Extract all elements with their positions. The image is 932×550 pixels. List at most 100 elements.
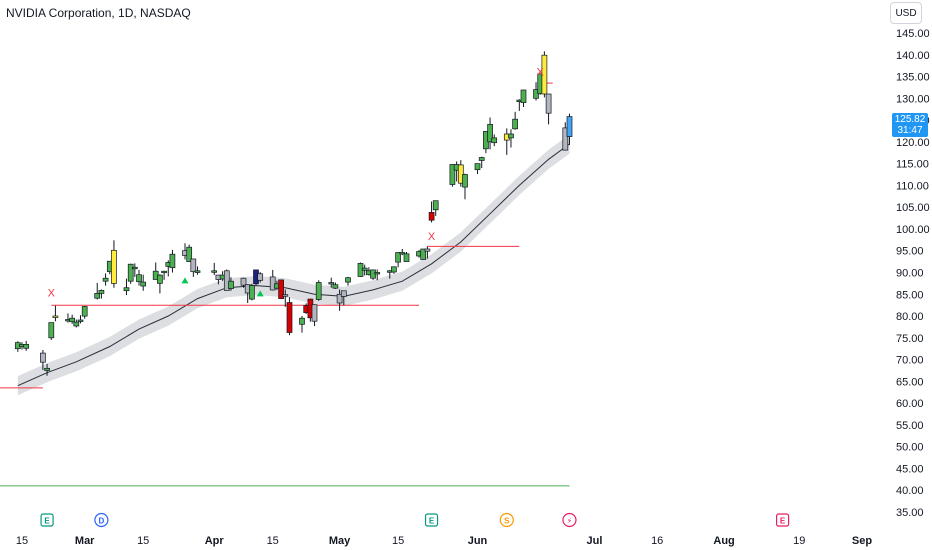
candle	[508, 129, 514, 148]
candle	[161, 270, 167, 280]
candle-body	[403, 253, 410, 262]
candle	[73, 319, 80, 328]
candle-body	[361, 267, 368, 271]
candle-body	[257, 273, 264, 281]
candle-body	[428, 212, 435, 221]
candle-body	[194, 270, 201, 273]
candle	[336, 289, 343, 311]
dividend-icon	[94, 512, 109, 528]
y-tick-label: 60.00	[896, 398, 924, 410]
candle-body	[424, 248, 431, 252]
event-label: S	[504, 517, 510, 526]
candle-body	[98, 290, 105, 294]
x-tick-label: Aug	[713, 535, 734, 547]
x-tick-label: 15	[16, 535, 28, 547]
y-tick-label: 95.00	[896, 246, 924, 258]
candle	[131, 263, 138, 277]
x-tick-label: 16	[651, 535, 663, 547]
bar-countdown: 31:47	[897, 125, 923, 136]
candle-body	[52, 315, 59, 318]
candle	[98, 289, 105, 299]
candle-body	[73, 321, 80, 327]
event-marker[interactable]: S	[499, 512, 514, 528]
candle-body	[399, 252, 406, 255]
last-price-tag: 125.82 31:47	[892, 113, 928, 137]
candle-body	[299, 317, 305, 325]
candle-body	[566, 116, 573, 137]
y-tick-label: 120.00	[896, 137, 930, 149]
y-tick-label: 45.00	[896, 464, 924, 476]
candle	[361, 264, 368, 276]
triangle-mark	[181, 277, 189, 284]
candle-body	[102, 277, 109, 282]
event-label: ⚡	[567, 517, 573, 526]
x-tick-label: 15	[392, 535, 404, 547]
candle-body	[169, 253, 176, 269]
x-tick-label: Jul	[587, 535, 603, 547]
currency-button[interactable]: USD	[890, 2, 922, 24]
candle-body	[127, 263, 134, 282]
candle-body	[508, 133, 514, 139]
candle	[345, 276, 351, 286]
candle	[240, 277, 247, 288]
candle	[102, 273, 109, 286]
candle	[228, 277, 234, 291]
event-marker[interactable]: D	[94, 512, 109, 528]
y-tick-label: 100.00	[896, 224, 930, 236]
x-mark: X	[537, 67, 545, 79]
candle-body	[491, 137, 498, 144]
candle	[94, 283, 101, 300]
event-marker[interactable]: ⚡	[562, 512, 577, 528]
candle-body	[391, 266, 397, 273]
candle	[311, 304, 318, 327]
candle	[52, 305, 59, 322]
candle	[169, 249, 176, 273]
y-tick-label: 140.00	[896, 50, 930, 62]
candle	[269, 269, 276, 291]
x-tick-label: 19	[793, 535, 805, 547]
candle	[420, 248, 427, 260]
candles	[14, 51, 573, 376]
candle	[503, 128, 510, 155]
event-label: E	[44, 517, 50, 526]
candle-body	[562, 127, 569, 151]
candle	[478, 156, 485, 168]
level-lines	[0, 82, 570, 487]
candle-body	[190, 258, 197, 272]
candle	[462, 173, 468, 200]
x-tick-label: May	[329, 535, 351, 547]
candle	[157, 274, 163, 294]
event-marker[interactable]: E	[424, 513, 439, 527]
candle-body	[111, 249, 117, 284]
candle	[533, 82, 539, 101]
y-tick-label: 115.00	[896, 159, 929, 171]
candle-body	[449, 164, 456, 185]
candle-body	[228, 280, 234, 289]
y-tick-label: 80.00	[896, 311, 924, 323]
y-tick-label: 75.00	[896, 333, 924, 345]
candle-body	[161, 270, 167, 274]
candle	[374, 269, 381, 281]
candle-body	[533, 89, 539, 99]
candle	[474, 163, 481, 175]
candle-body	[462, 174, 468, 188]
event-marker[interactable]: E	[40, 513, 54, 527]
candle	[282, 289, 289, 307]
candle-body	[223, 270, 230, 291]
x-tick-label: Apr	[205, 535, 225, 547]
y-tick-label: 135.00	[896, 72, 930, 84]
candle	[395, 252, 401, 268]
candle	[249, 283, 255, 301]
candle	[211, 262, 218, 276]
triangle-mark	[256, 290, 264, 297]
candle	[69, 314, 75, 324]
candle	[370, 269, 376, 280]
moving-average	[17, 143, 570, 387]
event-marker[interactable]: E	[775, 513, 790, 527]
x-tick-label: Sep	[852, 535, 872, 547]
candle-body	[186, 246, 193, 262]
y-tick-label: 35.00	[896, 507, 924, 519]
candle-body	[474, 163, 481, 171]
candle	[566, 113, 573, 145]
